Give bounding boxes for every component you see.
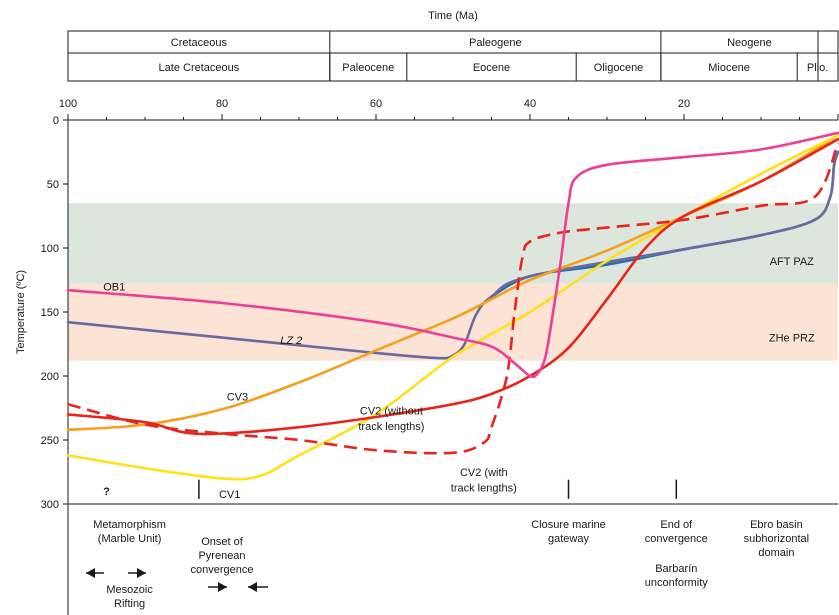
annotation-label: LZ 2 (280, 335, 302, 347)
arrow-convergence-left-head (248, 582, 257, 592)
event-label: Mesozoic (106, 584, 153, 596)
series-line-ob1 (66, 131, 839, 379)
x-tick-label: 100 (59, 98, 77, 110)
timescale-frame (67, 30, 839, 82)
event-label: gateway (548, 533, 589, 545)
annotation-label: ZHe PRZ (769, 333, 815, 345)
y-tick-label: 100 (41, 243, 59, 255)
arrow-rifting-left-head (86, 568, 95, 578)
arrow-rifting-right-head (137, 568, 146, 578)
annotation-label: track lengths) (451, 482, 517, 494)
event-label: (Marble Unit) (98, 533, 162, 545)
period-label: Cretaceous (171, 37, 228, 49)
annotation-label: ? (103, 486, 110, 498)
arrow-convergence-right-head (218, 582, 227, 592)
x-tick-label: 60 (370, 98, 382, 110)
y-tick-label: 0 (53, 115, 59, 127)
x-tick-label: 80 (216, 98, 228, 110)
event-label: subhorizontal (744, 533, 809, 545)
event-label: Pyrenean (198, 550, 245, 562)
annotation-label: CV1 (219, 489, 240, 501)
epoch-label: Late Cretaceous (159, 62, 240, 74)
y-tick-label: 50 (47, 179, 59, 191)
y-tick-label: 250 (41, 435, 59, 447)
event-label: End of (660, 519, 693, 531)
annotation-label: track lengths) (358, 421, 424, 433)
event-label: Rifting (114, 598, 145, 610)
event-label: Ebro basin (750, 519, 803, 531)
event-label: convergence (191, 564, 254, 576)
period-label: Neogene (727, 37, 772, 49)
annotation-label: CV2 (with (460, 467, 508, 479)
y-tick-label: 150 (41, 307, 59, 319)
event-label: Closure marine (531, 519, 606, 531)
annotation-label: CV2 (without (360, 406, 423, 418)
annotation-label: CV3 (227, 391, 248, 403)
epoch-label: Miocene (708, 62, 750, 74)
epoch-label: Paleocene (342, 62, 394, 74)
annotation-label: OB1 (103, 281, 125, 293)
series-line-cv2-with-track-lengths (67, 142, 839, 455)
event-label: domain (758, 547, 794, 559)
y-axis-label: Temperature (ºC) (15, 270, 27, 354)
series-line-cv2-without-track-lengths (66, 137, 839, 436)
y-tick-label: 300 (41, 499, 59, 511)
x-tick-label: 20 (678, 98, 690, 110)
event-label: Barbarín (655, 563, 697, 575)
period-label: Paleogene (469, 37, 522, 49)
event-label: Onset of (201, 536, 244, 548)
band-2 (68, 283, 838, 361)
event-label: convergence (645, 533, 708, 545)
chart-title: Time (Ma) (428, 10, 478, 22)
y-tick-label: 200 (41, 371, 59, 383)
event-label: Metamorphism (93, 519, 166, 531)
epoch-label: Eocene (473, 62, 510, 74)
series-line-lz-2 (66, 150, 839, 360)
x-tick-label: 40 (524, 98, 536, 110)
annotation-label: AFT PAZ (770, 256, 814, 268)
epoch-label: Oligocene (594, 62, 644, 74)
event-label: unconformity (645, 577, 708, 589)
